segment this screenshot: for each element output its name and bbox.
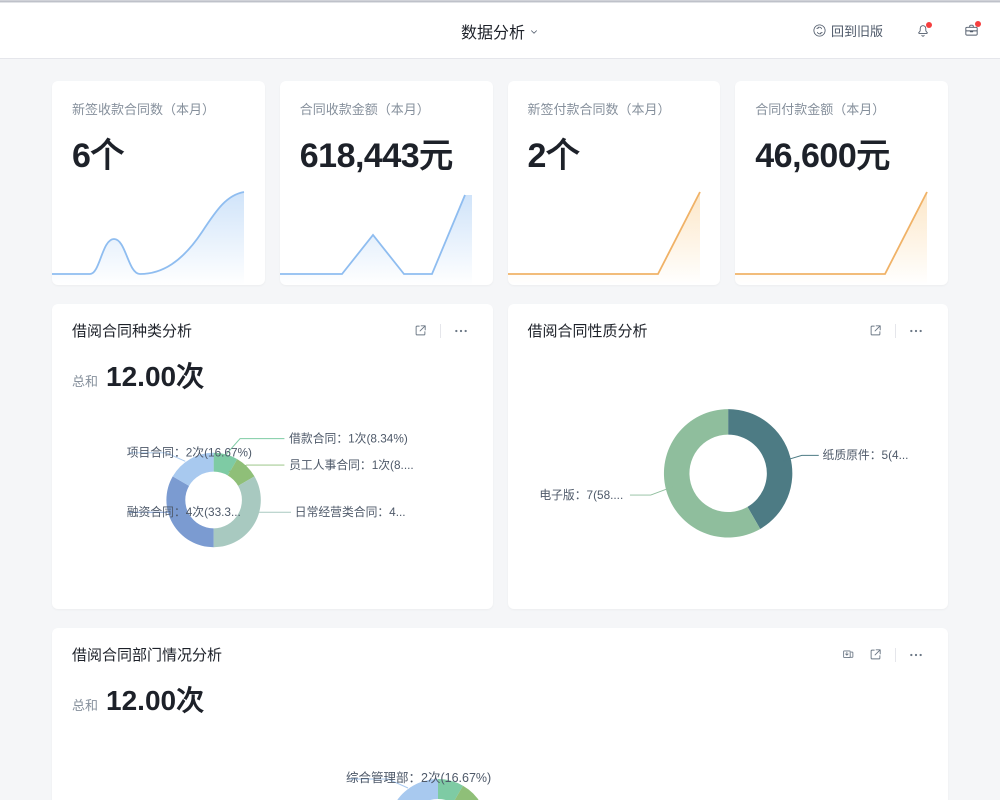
svg-text:员工人事合同：1次(8....: 员工人事合同：1次(8.... (289, 458, 414, 472)
svg-text:项目合同：2次(16.67%): 项目合同：2次(16.67%) (127, 446, 252, 460)
svg-text:融资合同：4次(33.3...: 融资合同：4次(33.3... (127, 505, 241, 519)
svg-text:借款合同：1次(8.34%): 借款合同：1次(8.34%) (289, 431, 408, 445)
svg-text:电子版：7(58....: 电子版：7(58.... (539, 488, 623, 502)
svg-text:综合管理部：2次(16.67%): 综合管理部：2次(16.67%) (346, 770, 491, 785)
svg-text:日常经营类合同：4...: 日常经营类合同：4... (295, 505, 406, 519)
svg-text:纸质原件：5(4...: 纸质原件：5(4... (822, 448, 908, 462)
